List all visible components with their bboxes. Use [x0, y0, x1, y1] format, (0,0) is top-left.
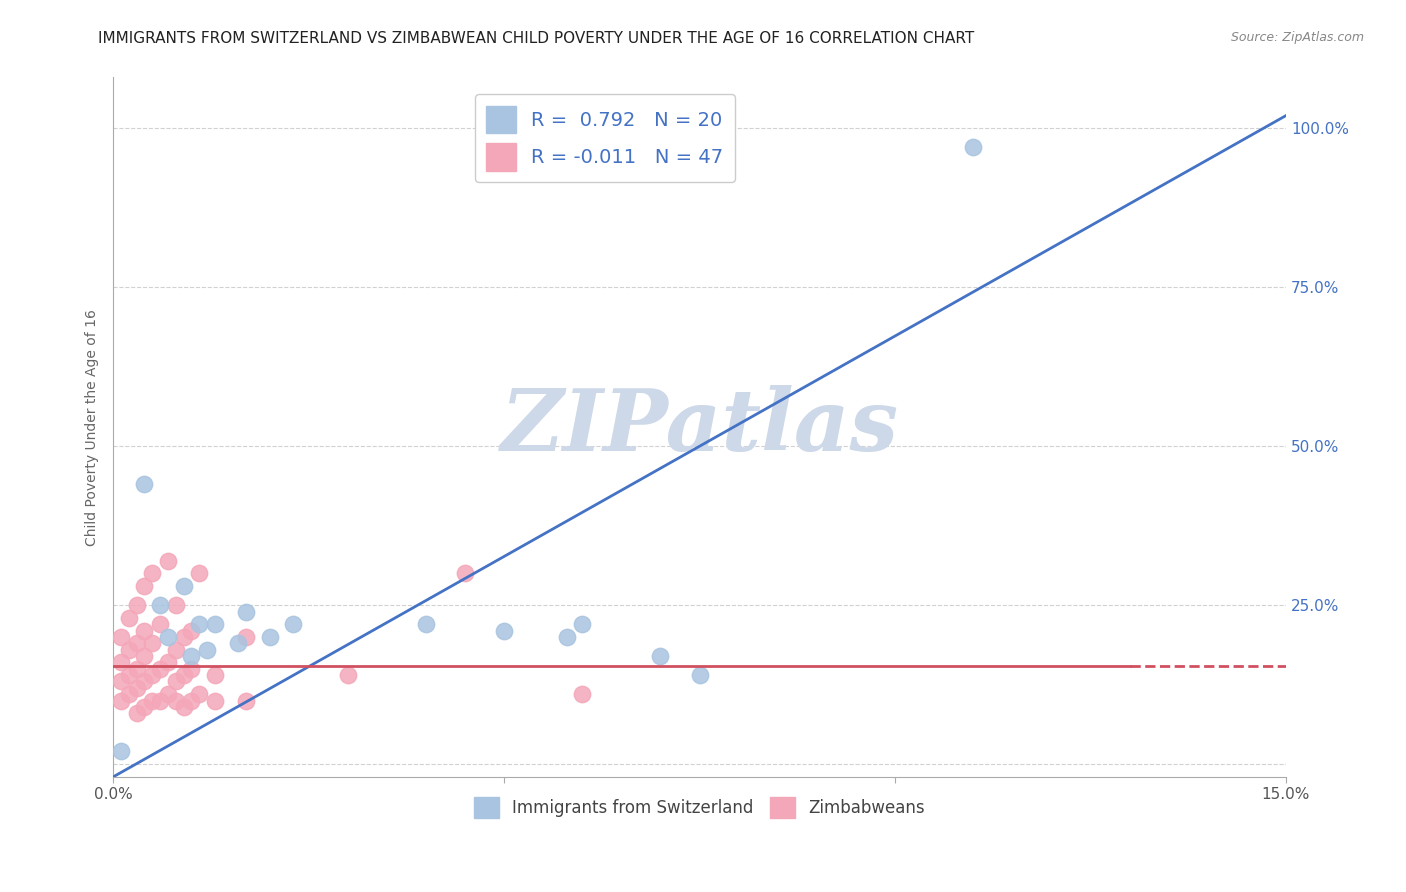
Point [259, 630, 281, 644]
Point [188, 617, 211, 632]
Point [226, 636, 249, 650]
Text: ZIPatlas: ZIPatlas [501, 385, 898, 469]
Point [415, 617, 437, 632]
Point [180, 648, 202, 663]
Point [173, 579, 195, 593]
Point [281, 617, 304, 632]
Point [125, 681, 148, 695]
Point [156, 687, 179, 701]
Point [571, 687, 593, 701]
Point [173, 630, 195, 644]
Point [235, 605, 257, 619]
Point [195, 642, 218, 657]
Point [110, 744, 132, 758]
Point [110, 656, 132, 670]
Point [180, 662, 202, 676]
Point [125, 662, 148, 676]
Point [141, 636, 163, 650]
Point [204, 693, 226, 707]
Point [336, 668, 359, 682]
Point [165, 693, 187, 707]
Point [494, 624, 516, 638]
Point [134, 624, 156, 638]
Point [149, 662, 172, 676]
Point [188, 687, 211, 701]
Point [118, 668, 141, 682]
Point [110, 674, 132, 689]
Point [134, 700, 156, 714]
Point [555, 630, 578, 644]
Point [125, 636, 148, 650]
Point [141, 566, 163, 581]
Point [141, 693, 163, 707]
Point [156, 656, 179, 670]
Point [188, 566, 211, 581]
Point [156, 554, 179, 568]
Point [134, 579, 156, 593]
Point [125, 706, 148, 721]
Legend: Immigrants from Switzerland, Zimbabweans: Immigrants from Switzerland, Zimbabweans [467, 791, 932, 824]
Point [180, 624, 202, 638]
Point [141, 668, 163, 682]
Point [571, 617, 593, 632]
Point [173, 700, 195, 714]
Point [165, 598, 187, 612]
Point [235, 693, 257, 707]
Point [689, 668, 711, 682]
Point [118, 642, 141, 657]
Point [118, 687, 141, 701]
Point [149, 617, 172, 632]
Point [149, 693, 172, 707]
Text: IMMIGRANTS FROM SWITZERLAND VS ZIMBABWEAN CHILD POVERTY UNDER THE AGE OF 16 CORR: IMMIGRANTS FROM SWITZERLAND VS ZIMBABWEA… [98, 31, 974, 46]
Point [134, 477, 156, 491]
Point [180, 693, 202, 707]
Point [235, 630, 257, 644]
Point [454, 566, 477, 581]
Point [204, 617, 226, 632]
Point [110, 693, 132, 707]
Point [134, 674, 156, 689]
Point [118, 611, 141, 625]
Point [204, 668, 226, 682]
Y-axis label: Child Poverty Under the Age of 16: Child Poverty Under the Age of 16 [86, 309, 100, 546]
Point [962, 140, 984, 154]
Point [165, 674, 187, 689]
Point [125, 598, 148, 612]
Text: Source: ZipAtlas.com: Source: ZipAtlas.com [1230, 31, 1364, 45]
Point [165, 642, 187, 657]
Point [110, 630, 132, 644]
Point [650, 648, 672, 663]
Point [156, 630, 179, 644]
Point [134, 648, 156, 663]
Point [173, 668, 195, 682]
Point [149, 598, 172, 612]
